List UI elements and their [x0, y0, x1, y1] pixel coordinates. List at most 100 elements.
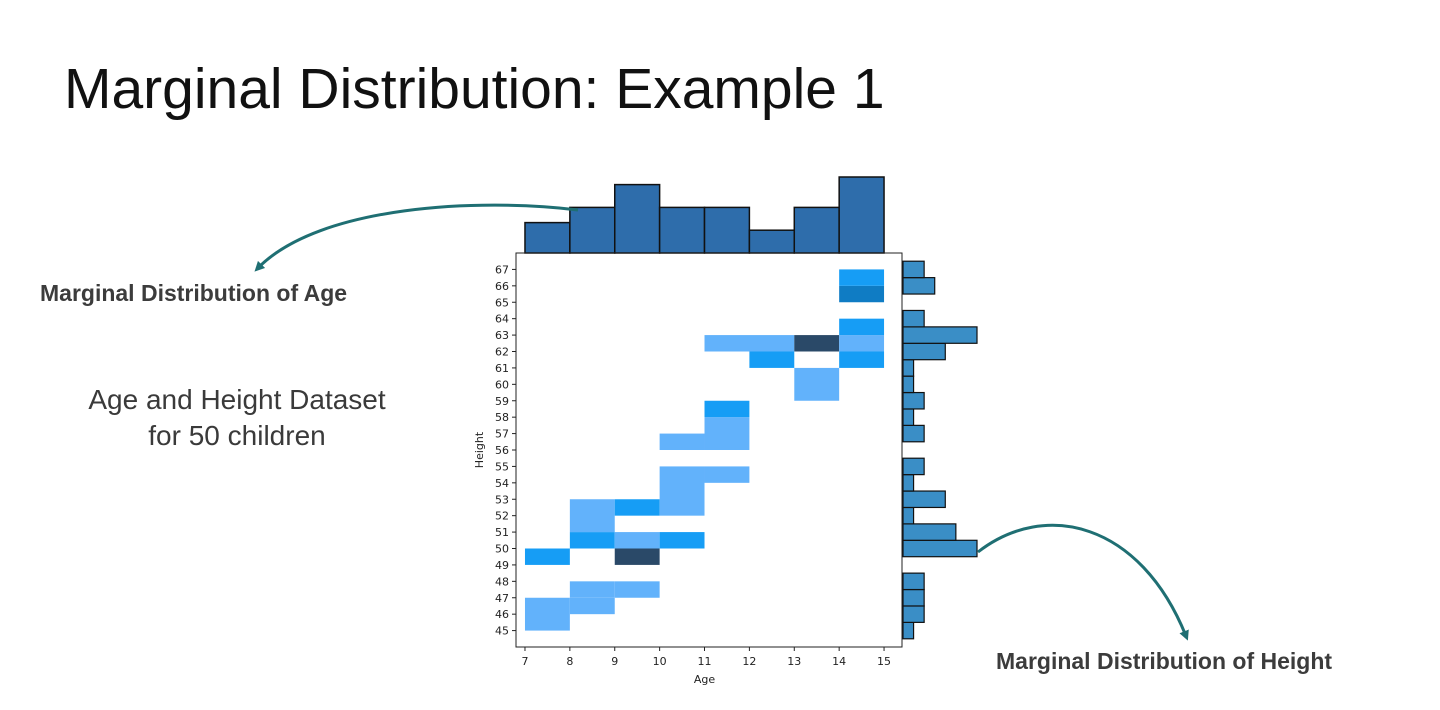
slide-title: Marginal Distribution: Example 1: [64, 57, 885, 121]
marginal-height-bar: [902, 424, 925, 443]
heatmap-cell: [749, 351, 795, 368]
marginal-height-bar: [902, 539, 978, 558]
y-tick-label: 45: [495, 625, 509, 638]
marginal-height-bar: [902, 375, 915, 394]
y-tick-label: 63: [495, 329, 509, 342]
y-tick-label: 61: [495, 362, 509, 375]
y-tick-label: 62: [495, 346, 509, 359]
y-tick-label: 54: [495, 477, 509, 490]
marginal-height-bar: [902, 506, 915, 525]
heatmap-cell: [659, 532, 705, 549]
y-tick-label: 67: [495, 263, 509, 276]
x-tick-label: 15: [877, 655, 891, 668]
x-tick-label: 11: [698, 655, 712, 668]
y-tick-label: 49: [495, 559, 509, 572]
description-line-1: Age and Height Dataset: [88, 384, 386, 415]
arrow-to-height-callout: [977, 523, 1189, 641]
heatmap-cell: [614, 581, 660, 598]
heatmap-cell: [704, 466, 750, 483]
marginal-height-bar: [902, 342, 946, 361]
marginal-height-bar: [902, 309, 925, 328]
heatmap-cell: [569, 597, 615, 615]
heatmap-cell: [704, 335, 795, 352]
y-tick-label: 64: [495, 313, 509, 326]
marginal-height-bar: [902, 408, 915, 426]
marginal-age-bar: [613, 183, 661, 254]
marginal-histogram-height: [902, 260, 978, 640]
heatmap-cells: [524, 269, 885, 631]
heatmap-cell: [794, 335, 840, 352]
marginal-height-bar: [902, 588, 925, 607]
heatmap-cell: [794, 367, 840, 401]
x-tick-label: 12: [742, 655, 756, 668]
y-tick-label: 57: [495, 428, 509, 441]
marginal-height-bar: [902, 326, 978, 344]
marginal-age-bar: [703, 206, 751, 254]
y-tick-label: 55: [495, 460, 509, 473]
marginal-histogram-age: [524, 176, 885, 254]
marginal-height-bar: [902, 391, 925, 410]
y-tick-label: 60: [495, 378, 509, 391]
heatmap-cell: [704, 417, 750, 450]
y-tick-label: 58: [495, 411, 509, 424]
y-tick-label: 53: [495, 493, 509, 506]
heatmap-cell: [614, 532, 660, 549]
x-axis-ticks: 7 8 9 10 11 12 13 14 15: [521, 647, 891, 668]
y-axis-label: Height: [473, 431, 486, 468]
x-tick-label: 8: [566, 655, 573, 668]
heatmap-cell: [569, 581, 615, 598]
marginal-height-bar: [902, 474, 915, 492]
y-tick-label: 59: [495, 395, 509, 408]
heatmap-cell: [569, 532, 615, 549]
y-tick-label: 65: [495, 296, 509, 309]
y-tick-label: 51: [495, 526, 509, 539]
x-tick-label: 14: [832, 655, 846, 668]
heatmap-cell: [704, 400, 750, 418]
heatmap-cell: [659, 466, 705, 516]
arrow-to-age-callout: [254, 203, 579, 272]
marginal-height-bar: [902, 260, 925, 279]
y-tick-label: 47: [495, 592, 509, 605]
marginal-height-bar: [902, 572, 925, 591]
heatmap-cell: [839, 318, 885, 336]
marginal-age-bar: [748, 229, 796, 254]
y-axis-ticks: 45 46 47 48 49 50 51 52 53 54 55 56 57 58 59 60 61 62 63 64…: [495, 263, 516, 638]
callout-height-marginal: Marginal Distribution of Height: [996, 648, 1333, 674]
y-tick-label: 46: [495, 608, 509, 621]
y-tick-label: 66: [495, 280, 509, 293]
marginal-age-bar: [658, 206, 706, 254]
heatmap-cell: [614, 548, 660, 565]
x-axis-label: Age: [694, 673, 716, 686]
marginal-age-bar: [793, 206, 840, 254]
heatmap-cell: [614, 499, 660, 516]
x-tick-label: 13: [787, 655, 801, 668]
marginal-height-bar: [902, 490, 946, 509]
heatmap-cell: [839, 269, 885, 286]
y-tick-label: 48: [495, 575, 509, 588]
marginal-height-bar: [902, 621, 915, 640]
y-tick-label: 52: [495, 510, 509, 523]
heatmap-cell: [839, 351, 885, 368]
x-tick-label: 7: [521, 655, 528, 668]
y-tick-label: 56: [495, 444, 509, 457]
marginal-height-bar: [902, 277, 936, 295]
heatmap-cell: [839, 335, 885, 352]
heatmap-cell: [569, 499, 615, 533]
x-tick-label: 10: [653, 655, 667, 668]
heatmap-cell: [659, 433, 705, 450]
marginal-height-bar: [902, 359, 915, 377]
marginal-age-bar: [524, 221, 571, 254]
x-tick-label: 9: [611, 655, 618, 668]
callout-age-marginal: Marginal Distribution of Age: [40, 280, 348, 306]
marginal-height-bar: [902, 605, 925, 623]
heatmap-cell: [524, 597, 570, 631]
marginal-age-bar: [569, 206, 616, 254]
marginal-height-bar: [902, 523, 957, 541]
heatmap-cell: [524, 548, 570, 565]
y-tick-label: 50: [495, 543, 509, 556]
marginal-height-bar: [902, 457, 925, 476]
description-line-2: for 50 children: [148, 420, 326, 451]
dataset-description: Age and Height Dataset for 50 children: [40, 382, 434, 454]
heatmap-cell: [839, 285, 885, 303]
